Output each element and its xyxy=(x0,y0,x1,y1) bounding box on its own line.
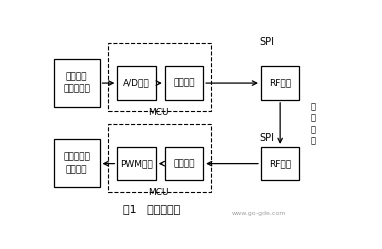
Bar xyxy=(261,147,299,180)
Text: www.go-gde.com: www.go-gde.com xyxy=(231,211,286,216)
Text: RF模块: RF模块 xyxy=(269,79,291,88)
Text: SPI: SPI xyxy=(259,37,274,47)
Bar xyxy=(108,43,210,111)
Bar xyxy=(261,66,299,100)
Text: PWM调制: PWM调制 xyxy=(120,159,153,168)
Text: MCU: MCU xyxy=(149,188,169,197)
Text: A/D采样: A/D采样 xyxy=(123,79,150,88)
Text: MCU: MCU xyxy=(149,108,169,117)
Text: 音频信号
输入、放大: 音频信号 输入、放大 xyxy=(63,72,90,93)
Text: RF模块: RF模块 xyxy=(269,159,291,168)
Bar xyxy=(117,66,156,100)
Bar xyxy=(53,59,100,107)
Text: 数据处理: 数据处理 xyxy=(173,79,195,88)
Text: 音
频
数
据: 音 频 数 据 xyxy=(310,103,315,145)
Bar xyxy=(53,139,100,187)
Text: 数据处理: 数据处理 xyxy=(173,159,195,168)
Text: 图1   系统原理图: 图1 系统原理图 xyxy=(123,204,180,214)
Bar xyxy=(165,147,203,180)
Bar xyxy=(117,147,156,180)
Bar xyxy=(108,124,210,192)
Text: SPI: SPI xyxy=(259,133,274,143)
Bar xyxy=(165,66,203,100)
Text: 低通滤波，
功率放大: 低通滤波， 功率放大 xyxy=(63,152,90,174)
